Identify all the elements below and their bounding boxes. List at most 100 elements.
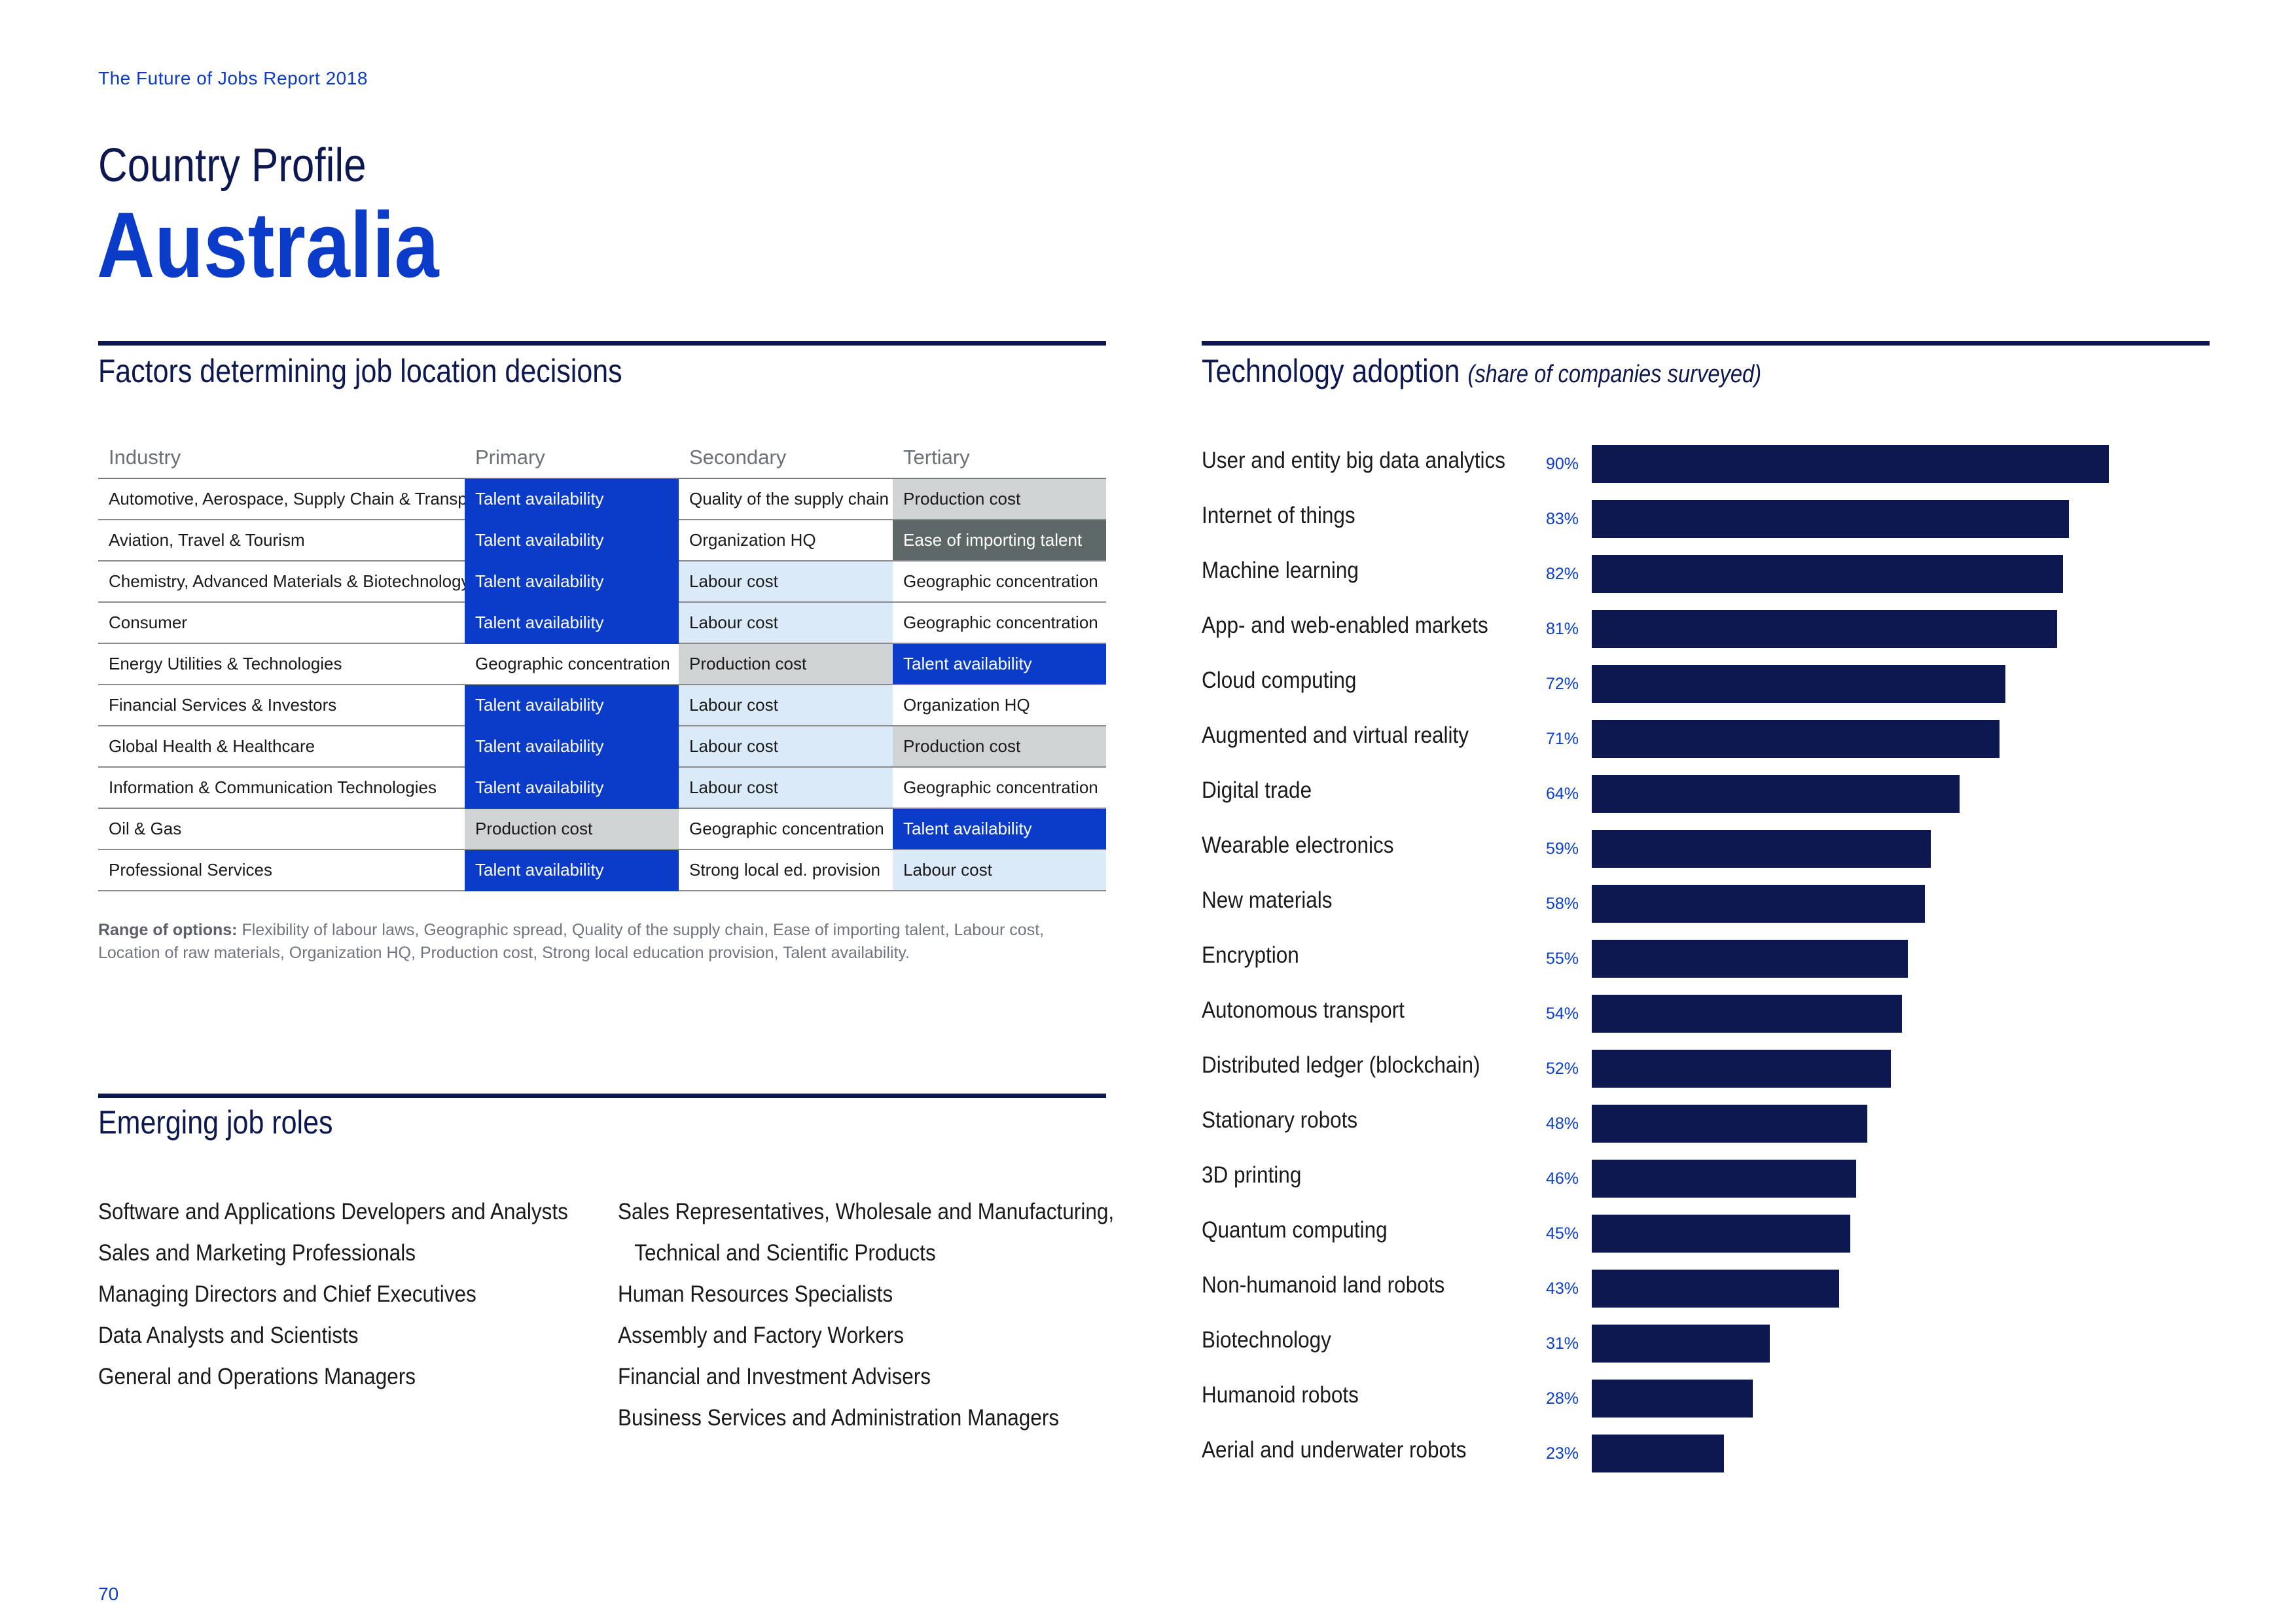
tertiary-cell: Geographic concentration <box>893 602 1106 644</box>
bar-value-label: 55% <box>1545 950 1579 968</box>
list-item: Human Resources Specialists <box>618 1281 893 1307</box>
table-header-row: Industry Primary Secondary Tertiary <box>98 437 1106 479</box>
list-item: Business Services and Administration Man… <box>618 1405 1060 1431</box>
page-subtitle: Country Profile <box>98 139 367 192</box>
secondary-cell: Strong local ed. provision <box>679 849 893 891</box>
tertiary-cell: Organization HQ <box>893 685 1106 726</box>
primary-cell: Geographic concentration <box>465 643 679 685</box>
bar-value-label: 71% <box>1545 730 1579 748</box>
bar-category-label: Autonomous transport <box>1202 997 1405 1023</box>
section-divider <box>98 1094 1106 1098</box>
list-item: Technical and Scientific Products <box>634 1240 936 1266</box>
bar-category-label: Biotechnology <box>1202 1327 1331 1353</box>
industry-cell: Automotive, Aerospace, Supply Chain & Tr… <box>98 478 465 520</box>
bar-category-label: User and entity big data analytics <box>1202 448 1506 473</box>
tertiary-cell: Labour cost <box>893 849 1106 891</box>
industry-cell: Energy Utilities & Technologies <box>98 643 465 685</box>
secondary-cell: Geographic concentration <box>679 808 893 850</box>
industry-cell: Information & Communication Technologies <box>98 767 465 809</box>
bar <box>1592 500 2069 538</box>
column-header: Industry <box>98 437 465 479</box>
primary-cell: Talent availability <box>465 478 679 520</box>
list-item: General and Operations Managers <box>98 1364 416 1389</box>
primary-cell: Talent availability <box>465 602 679 644</box>
bar-value-label: 72% <box>1545 675 1579 693</box>
secondary-cell: Labour cost <box>679 602 893 644</box>
bar <box>1592 1435 1724 1472</box>
table-row: Consumer Talent availability Labour cost… <box>98 602 1106 644</box>
bar-category-label: Aerial and underwater robots <box>1202 1437 1467 1463</box>
primary-cell: Talent availability <box>465 561 679 603</box>
primary-cell: Production cost <box>465 808 679 850</box>
secondary-cell: Labour cost <box>679 561 893 603</box>
bar-category-label: Stationary robots <box>1202 1107 1358 1133</box>
bar <box>1592 1380 1753 1418</box>
industry-cell: Oil & Gas <box>98 808 465 850</box>
section-divider <box>98 341 1106 346</box>
table-row: Global Health & Healthcare Talent availa… <box>98 726 1106 768</box>
bar <box>1592 1215 1850 1253</box>
industry-cell: Professional Services <box>98 849 465 891</box>
industry-cell: Aviation, Travel & Tourism <box>98 520 465 562</box>
bar-value-label: 64% <box>1545 785 1579 803</box>
section-divider <box>1202 341 2210 346</box>
bar-value-label: 23% <box>1545 1444 1579 1463</box>
bar-category-label: 3D printing <box>1202 1162 1302 1188</box>
jobs-title: Emerging job roles <box>98 1104 333 1141</box>
technology-title-text: Technology adoption <box>1202 353 1460 389</box>
list-item: Sales Representatives, Wholesale and Man… <box>618 1199 1115 1224</box>
bar-category-label: Cloud computing <box>1202 668 1357 693</box>
bar-value-label: 43% <box>1545 1279 1579 1298</box>
bar <box>1592 830 1931 868</box>
bar-category-label: Machine learning <box>1202 558 1359 583</box>
column-header: Tertiary <box>893 437 1106 479</box>
bar-value-label: 82% <box>1545 565 1579 583</box>
table-row: Professional Services Talent availabilit… <box>98 849 1106 891</box>
column-header: Secondary <box>679 437 893 479</box>
bar-category-label: Distributed ledger (blockchain) <box>1202 1052 1480 1078</box>
bar-value-label: 28% <box>1545 1389 1579 1408</box>
secondary-cell: Labour cost <box>679 767 893 809</box>
bar <box>1592 1270 1839 1308</box>
tertiary-cell: Ease of importing talent <box>893 520 1106 562</box>
tertiary-cell: Production cost <box>893 726 1106 768</box>
list-item: Assembly and Factory Workers <box>618 1323 905 1348</box>
bar <box>1592 1160 1856 1198</box>
primary-cell: Talent availability <box>465 849 679 891</box>
bar-category-label: Encryption <box>1202 942 1299 968</box>
bar <box>1592 885 1925 923</box>
range-of-options-note: Range of options: Flexibility of labour … <box>98 919 1106 965</box>
bar <box>1592 445 2109 483</box>
bar-category-label: App- and web-enabled markets <box>1202 613 1488 638</box>
bar <box>1592 940 1908 978</box>
bar <box>1592 995 1902 1033</box>
primary-cell: Talent availability <box>465 726 679 768</box>
bar-value-label: 59% <box>1545 840 1579 858</box>
jobs-list-left: Software and Applications Developers and… <box>98 1191 568 1397</box>
list-item: Sales and Marketing Professionals <box>98 1240 416 1266</box>
bar-category-label: Non-humanoid land robots <box>1202 1272 1445 1298</box>
bar <box>1592 665 2005 703</box>
bar-value-label: 81% <box>1545 620 1579 638</box>
list-item: Managing Directors and Chief Executives <box>98 1281 476 1307</box>
secondary-cell: Quality of the supply chain <box>679 478 893 520</box>
bar <box>1592 1050 1891 1088</box>
table-row: Financial Services & Investors Talent av… <box>98 685 1106 726</box>
bar-value-label: 54% <box>1545 1005 1579 1023</box>
bar-category-label: Quantum computing <box>1202 1217 1388 1243</box>
bar-value-label: 46% <box>1545 1169 1579 1188</box>
bar-category-label: New materials <box>1202 887 1333 913</box>
bar-category-label: Internet of things <box>1202 503 1355 528</box>
bar-category-label: Augmented and virtual reality <box>1202 722 1469 748</box>
secondary-cell: Organization HQ <box>679 520 893 562</box>
bar-category-label: Humanoid robots <box>1202 1382 1359 1408</box>
page-number: 70 <box>98 1584 119 1604</box>
bar <box>1592 1105 1867 1143</box>
report-title: The Future of Jobs Report 2018 <box>98 68 368 88</box>
bar <box>1592 775 1960 813</box>
tertiary-cell: Talent availability <box>893 808 1106 850</box>
secondary-cell: Production cost <box>679 643 893 685</box>
industry-cell: Chemistry, Advanced Materials & Biotechn… <box>98 561 465 603</box>
technology-title: Technology adoption (share of companies … <box>1202 352 1761 390</box>
jobs-list-right: Sales Representatives, Wholesale and Man… <box>618 1191 1114 1438</box>
